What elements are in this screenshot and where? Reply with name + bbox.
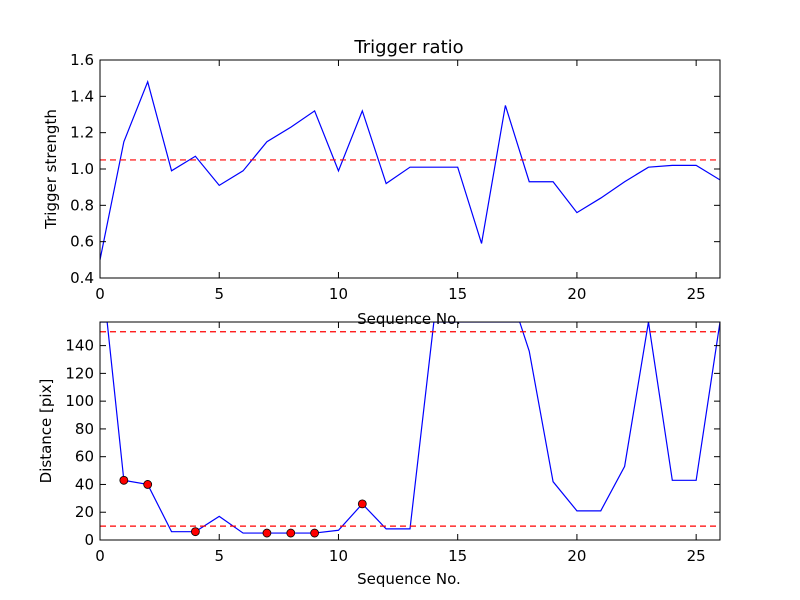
bottom-xtick-label-3: 15 bbox=[448, 547, 467, 565]
bottom-series-line-0 bbox=[100, 322, 720, 534]
bottom-ytick-label-5: 100 bbox=[65, 392, 94, 410]
bottom-marker-4 bbox=[286, 528, 296, 538]
bottom-ytick-label-0: 0 bbox=[84, 531, 94, 549]
bottom-xtick-label-5: 25 bbox=[687, 547, 706, 565]
bottom-marker-6 bbox=[357, 499, 367, 509]
bottom-marker-1 bbox=[143, 480, 153, 489]
top-ytick-label-4: 1.2 bbox=[70, 124, 94, 142]
top-xtick-label-2: 10 bbox=[329, 285, 348, 303]
bottom-xtick-label-1: 5 bbox=[214, 547, 224, 565]
bottom-ytick-label-3: 60 bbox=[75, 448, 94, 466]
top-ytick-label-2: 0.8 bbox=[70, 196, 94, 214]
bottom-marker-0 bbox=[119, 475, 129, 485]
top-ytick-label-0: 0.4 bbox=[70, 269, 94, 287]
top-series-line-0 bbox=[100, 79, 720, 260]
top-chart-ylabel: Trigger strength bbox=[42, 109, 60, 230]
top-ytick-label-3: 1.0 bbox=[70, 160, 94, 178]
bottom-ytick-label-7: 140 bbox=[65, 337, 94, 355]
top-ytick-label-5: 1.4 bbox=[70, 87, 94, 105]
bottom-plot-area bbox=[100, 322, 720, 534]
top-chart-title: Trigger ratio bbox=[353, 37, 463, 58]
top-ytick-label-6: 1.6 bbox=[70, 51, 94, 69]
bottom-ytick-label-4: 80 bbox=[75, 420, 94, 438]
top-xtick-label-1: 5 bbox=[214, 285, 224, 303]
bottom-chart: Sequence No. Distance [pix] 0 5 10 15 20 25 0 2… bbox=[37, 321, 721, 588]
top-chart-xlabel: Sequence No. bbox=[357, 310, 461, 328]
top-plot-area bbox=[100, 79, 720, 260]
bottom-xtick-label-0: 0 bbox=[95, 547, 105, 565]
bottom-ytick-label-2: 40 bbox=[75, 475, 94, 493]
bottom-marker-3 bbox=[262, 528, 272, 538]
bottom-chart-xlabel: Sequence No. bbox=[357, 570, 461, 588]
bottom-marker-2 bbox=[190, 527, 200, 537]
top-xtick-label-4: 20 bbox=[567, 285, 586, 303]
bottom-ytick-label-6: 120 bbox=[65, 364, 94, 382]
top-xtick-label-0: 0 bbox=[95, 285, 105, 303]
bottom-xtick-label-2: 10 bbox=[329, 547, 348, 565]
top-ytick-label-1: 0.6 bbox=[70, 233, 94, 251]
bottom-ytick-label-1: 20 bbox=[75, 503, 94, 521]
top-chart: Trigger ratio Sequence No. Trigger stren… bbox=[42, 37, 721, 328]
bottom-chart-ylabel: Distance [pix] bbox=[37, 379, 55, 484]
top-xtick-label-5: 25 bbox=[687, 285, 706, 303]
bottom-xtick-label-4: 20 bbox=[567, 547, 586, 565]
bottom-marker-5 bbox=[310, 528, 320, 538]
top-xtick-label-3: 15 bbox=[448, 285, 467, 303]
bottom-axes-frame bbox=[99, 321, 721, 541]
